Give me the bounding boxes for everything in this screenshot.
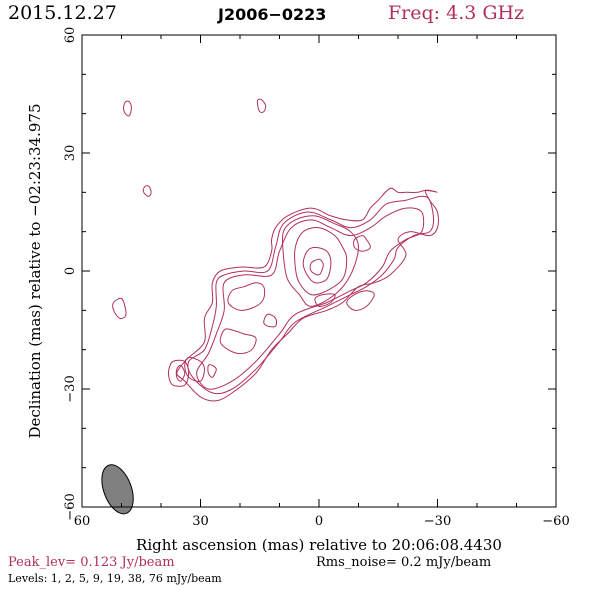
source-name: J2006−0223	[218, 5, 327, 24]
contour-blob-east-core	[353, 235, 371, 252]
beam-layer	[101, 464, 134, 515]
y-axis-label: Declination (mas) relative to −02:23:34.…	[26, 103, 44, 438]
observation-date: 2015.12.27	[8, 2, 117, 24]
plot-frame	[81, 34, 557, 508]
x-tick-label: 0	[315, 514, 323, 529]
beam-ellipse	[101, 464, 134, 515]
contour-inner-lobe-d	[184, 356, 206, 382]
contour-inner-lobe-a	[227, 282, 266, 311]
contour-isolated-2	[256, 98, 267, 113]
contour-inner-lobe-c	[263, 313, 278, 328]
contour-layer	[112, 98, 439, 402]
contour-blob-lower-left	[167, 359, 190, 387]
rms-noise: Rms_noise= 0.2 mJy/beam	[316, 555, 492, 570]
contour-jet-l3	[196, 207, 425, 390]
contour-isolated-1	[122, 100, 132, 117]
y-tick-label: −30	[63, 375, 78, 402]
y-tick-label: 0	[63, 267, 78, 275]
contour-core-l7	[309, 258, 324, 276]
peak-level: Peak_lev= 0.123 Jy/beam	[8, 555, 175, 570]
contour-core-l5	[294, 227, 348, 296]
contour-jet-l2	[187, 195, 435, 395]
contour-core-l6	[302, 246, 332, 284]
contour-levels: Levels: 1, 2, 5, 9, 19, 38, 76 mJy/beam	[8, 572, 222, 585]
contour-isolated-4	[112, 297, 127, 320]
contour-isolated-3	[142, 185, 152, 197]
tick-layer: 60 30 0 −30 −60 −60 −30 0 30 60	[63, 27, 570, 529]
y-tick-label: 60	[63, 27, 78, 44]
y-tick-label: −60	[63, 493, 78, 520]
contour-inner-lobe-e	[207, 364, 217, 378]
y-tick-label: 30	[63, 145, 78, 162]
x-axis-label: Right ascension (mas) relative to 20:06:…	[136, 536, 502, 554]
contour-inner-lobe-b	[219, 328, 257, 355]
x-tick-label: 60	[74, 514, 91, 529]
contour-inner-lobe-f	[314, 293, 336, 308]
contour-blob-west	[346, 290, 375, 311]
x-tick-label: −60	[542, 514, 569, 529]
frequency-label: Freq: 4.3 GHz	[388, 2, 525, 24]
x-tick-label: −30	[424, 514, 451, 529]
contour-blob-lower-left-inner	[175, 364, 186, 382]
x-tick-label: 30	[192, 514, 209, 529]
